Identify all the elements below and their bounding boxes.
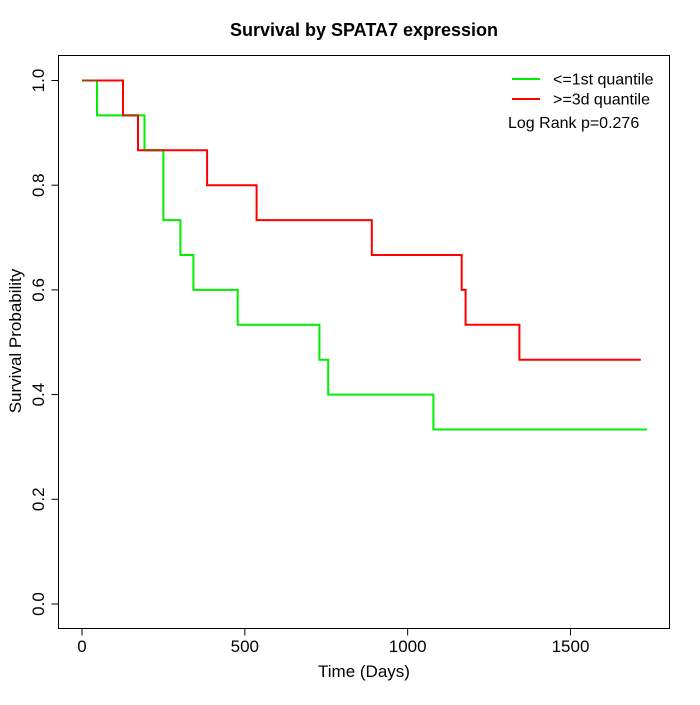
x-axis-tick-label: 0 bbox=[77, 637, 86, 656]
survival-curve-0 bbox=[82, 79, 647, 431]
x-axis-tick-label: 1500 bbox=[552, 637, 590, 656]
y-axis-tick-label: 0.2 bbox=[29, 487, 48, 511]
legend: <=1st quantile >=3d quantile Log Rank p=… bbox=[508, 72, 654, 133]
x-axis-tick-label: 500 bbox=[231, 637, 259, 656]
legend-label-low-expression: <=1st quantile bbox=[553, 72, 654, 89]
plot-curves bbox=[82, 79, 647, 431]
y-axis-tick-label: 0.8 bbox=[29, 173, 48, 197]
y-axis-tick-label: 0.6 bbox=[29, 278, 48, 302]
y-axis-tick-label: 0.0 bbox=[29, 592, 48, 616]
logrank-annotation: Log Rank p=0.276 bbox=[508, 115, 639, 132]
y-axis-tick-label: 0.4 bbox=[29, 383, 48, 407]
x-axis-tick-label: 1000 bbox=[389, 637, 427, 656]
plot-title: Survival by SPATA7 expression bbox=[230, 20, 498, 40]
legend-label-high-expression: >=3d quantile bbox=[553, 92, 650, 109]
y-axis-label: Survival Probability bbox=[6, 268, 25, 413]
plot-box bbox=[58, 55, 670, 629]
y-axis-tick-label: 1.0 bbox=[29, 69, 48, 93]
x-axis-label: Time (Days) bbox=[318, 662, 410, 681]
axis-ticks: 0 500 1000 1500 0.0 0.2 0.4 0.6 0.8 1.0 bbox=[29, 69, 589, 656]
